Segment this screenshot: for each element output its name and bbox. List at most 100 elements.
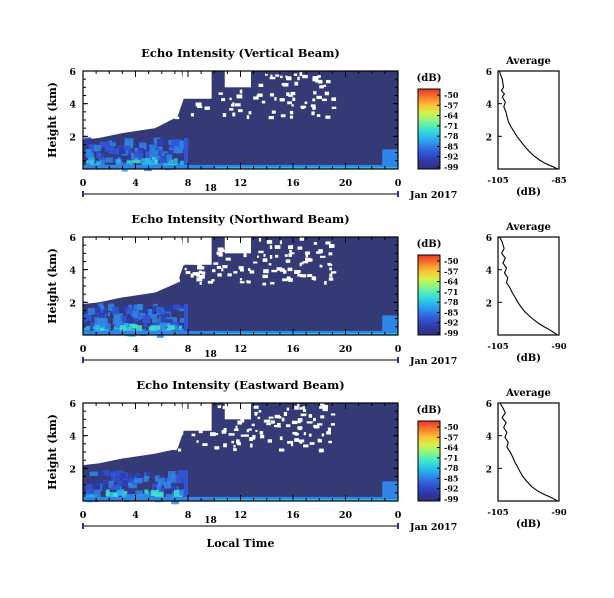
echo-cell [98, 303, 104, 310]
no-data-speck [250, 443, 253, 448]
no-data-speck [328, 252, 333, 256]
no-data-speck [212, 269, 216, 273]
echo-cell [129, 477, 134, 483]
echo-cell [129, 477, 138, 484]
echo-cell [164, 481, 172, 489]
echo-cell [141, 493, 148, 500]
echo-cell [178, 306, 187, 312]
profile-title: Average [505, 222, 551, 233]
no-data-speck [300, 274, 306, 278]
no-data-speck [168, 422, 174, 427]
no-data-speck [287, 440, 294, 444]
echo-cell [104, 323, 111, 331]
echo-cell [159, 488, 165, 495]
x-tick-label: 12 [234, 510, 247, 521]
no-data-speck [164, 406, 171, 409]
no-data-speck [198, 270, 203, 274]
no-data-block [224, 71, 251, 88]
no-data-speck [297, 403, 300, 407]
echo-cell [177, 470, 187, 479]
echo-cell [130, 472, 135, 480]
no-data-speck [328, 440, 333, 444]
no-data-speck [255, 429, 258, 433]
echo-cell [118, 161, 124, 167]
no-data-speck [161, 110, 166, 113]
no-data-speck [270, 74, 273, 79]
no-data-speck [325, 241, 331, 245]
no-data-speck [170, 246, 174, 250]
x-tick-label: 0 [395, 344, 402, 355]
late-echo [382, 481, 398, 498]
no-data-speck [223, 428, 227, 432]
no-data-speck [175, 403, 180, 407]
no-data-speck [169, 436, 175, 440]
no-data-speck [197, 264, 203, 268]
no-data-speck [302, 406, 306, 410]
profile-x-label: (dB) [516, 353, 541, 364]
no-data-speck [292, 431, 298, 435]
echo-cell [108, 140, 116, 147]
echo-cell [101, 150, 106, 158]
echo-cell [135, 490, 143, 499]
no-data-speck [264, 73, 268, 76]
echo-cell [111, 137, 117, 143]
x-tick-label: 20 [339, 344, 353, 355]
echo-cell [123, 143, 131, 151]
colorbar-tick-label: -92 [444, 484, 458, 494]
colorbar-tick-label: -85 [444, 307, 458, 317]
no-data-speck [254, 411, 258, 415]
no-data-speck [300, 413, 307, 417]
echo-cell [118, 155, 126, 160]
echo-cell [135, 473, 142, 480]
no-data-speck [253, 405, 259, 409]
no-data-speck [229, 108, 234, 111]
echo-cell [100, 318, 109, 326]
no-data-speck [237, 442, 241, 446]
no-data-speck [274, 97, 277, 101]
no-data-region [83, 237, 186, 304]
echo-cell [83, 325, 91, 331]
echo-cell [121, 491, 128, 497]
echo-cell [149, 314, 158, 319]
no-data-speck [201, 271, 206, 275]
no-data-speck [297, 418, 303, 422]
echo-cell [86, 152, 94, 159]
echo-cell [99, 159, 105, 166]
no-data-speck [263, 269, 269, 274]
x-tick-label: 4 [132, 178, 139, 189]
no-data-speck [221, 430, 227, 434]
no-data-speck [331, 106, 337, 109]
colorbar-unit: (dB) [417, 239, 442, 250]
no-data-speck [309, 258, 313, 262]
no-data-speck [319, 85, 324, 89]
no-data-speck [197, 105, 203, 109]
echo-cell [149, 144, 156, 152]
x-tick-label: 8 [185, 510, 192, 521]
echo-cell [104, 147, 111, 152]
no-data-speck [302, 74, 308, 79]
colorbar-tick-label: -99 [444, 494, 459, 504]
chart-title: Echo Intensity (Northward Beam) [131, 212, 349, 226]
echo-cell [152, 305, 158, 314]
no-data-speck [288, 245, 293, 250]
no-data-speck [216, 265, 222, 269]
panel-2: Echo Intensity (Eastward Beam) 2 4 6 Height … [46, 378, 567, 550]
no-data-speck [240, 418, 245, 423]
no-data-speck [244, 434, 249, 437]
no-data-speck [309, 442, 315, 445]
no-data-speck [287, 101, 293, 105]
echo-cell [160, 315, 167, 323]
echo-cell [146, 308, 153, 316]
no-data-speck [282, 270, 287, 274]
echo-cell [167, 470, 176, 478]
no-data-speck [237, 420, 242, 425]
no-data-speck [270, 420, 275, 424]
x-tick-label: 0 [80, 178, 87, 189]
echo-cell [152, 318, 159, 323]
echo-cell [143, 306, 149, 315]
profile-title: Average [505, 56, 551, 67]
panel-0: Echo Intensity (Vertical Beam) 2 4 6 Height … [46, 46, 567, 201]
no-data-speck [229, 97, 232, 101]
no-data-speck [313, 91, 317, 95]
no-data-speck [279, 98, 285, 102]
